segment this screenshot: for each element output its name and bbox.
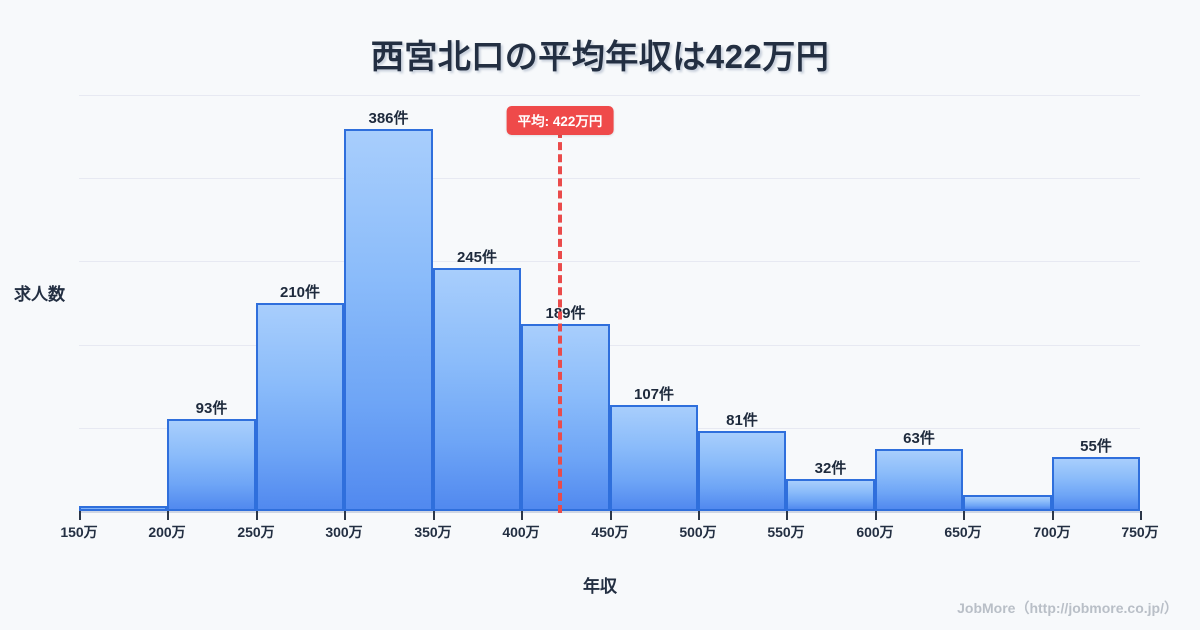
x-axis-tick-label: 250万 [237,524,275,540]
x-axis-tick-label: 500万 [679,524,717,540]
plot-area [79,95,1140,511]
x-axis-tick-mark [1140,511,1142,520]
average-badge: 平均: 422万円 [506,106,614,135]
average-line [557,130,562,513]
x-axis-tick-label: 450万 [591,524,629,540]
bar[interactable] [698,431,786,511]
x-axis-tick-mark [433,511,435,520]
bar[interactable] [521,324,610,511]
bar-value-label: 245件 [456,249,498,266]
gridline [79,261,1140,262]
bar-value-label: 63件 [903,430,935,447]
x-axis-tick-label: 700万 [1033,524,1071,540]
y-axis-title: 求人数 [14,285,65,304]
bar[interactable] [610,405,698,511]
x-axis-tick-label: 350万 [414,524,452,540]
bar-series [79,95,1140,511]
x-axis-tick-mark [256,511,258,520]
x-axis-tick-label: 650万 [944,524,982,540]
x-axis-tick-mark [875,511,877,520]
gridline [79,178,1140,179]
bar-value-label: 81件 [726,412,758,429]
bar-value-label: 386件 [368,110,409,127]
bar[interactable] [875,449,963,511]
x-axis-tick-label: 750万 [1121,524,1159,540]
x-axis-tick-label: 600万 [856,524,894,540]
page-title: 西宮北口の平均年収は422万円 [370,38,830,75]
x-axis-title: 年収 [583,577,617,596]
bar-value-label: 210件 [279,284,321,301]
x-axis-tick-label: 400万 [502,524,540,540]
x-axis-tick-mark [344,511,346,520]
x-axis-tick-label: 550万 [767,524,805,540]
bar[interactable] [1052,457,1140,511]
bar[interactable] [963,495,1052,511]
gridline [79,95,1140,96]
bar[interactable] [344,129,433,511]
x-axis-tick-label: 150万 [60,524,98,540]
bar[interactable] [433,268,521,511]
bar-value-label: 93件 [195,400,228,417]
bar[interactable] [786,479,875,511]
x-axis-tick-mark [698,511,700,520]
bar-value-label: 189件 [545,305,586,322]
x-axis-tick-mark [963,511,965,520]
bar-value-label: 32件 [814,460,847,477]
x-axis-tick-mark [1052,511,1054,520]
bar-value-label: 107件 [633,386,675,403]
bar[interactable] [256,303,344,511]
bar[interactable] [167,419,256,511]
x-axis-tick-mark [521,511,523,520]
x-axis-tick-mark [167,511,169,520]
x-axis-tick-label: 300万 [325,524,363,540]
x-axis-tick-label: 200万 [148,524,186,540]
bar[interactable] [79,506,167,511]
bar-value-label: 55件 [1080,438,1112,455]
x-axis-tick-mark [79,511,81,520]
watermark: JobMore（http://jobmore.co.jp/） [957,600,1178,616]
x-axis-tick-mark [610,511,612,520]
x-axis-tick-mark [786,511,788,520]
